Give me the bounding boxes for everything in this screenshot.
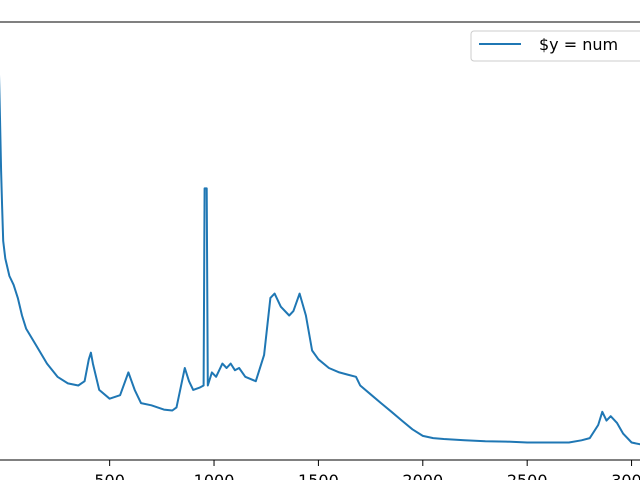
- x-tick-label: 2000: [402, 471, 443, 480]
- x-tick-label: 2500: [507, 471, 548, 480]
- legend: $y = num: [470, 30, 640, 62]
- x-axis: 500 1000 1500 2000 2500 3000: [94, 460, 640, 480]
- x-tick-label: 1000: [194, 471, 235, 480]
- legend-box: [470, 30, 640, 62]
- x-tick-label: 500: [94, 471, 125, 480]
- axes-frame: [0, 21, 640, 461]
- x-tick-label: 3000: [611, 471, 640, 480]
- series-line-0: [0, 74, 640, 446]
- x-tick-label: 1500: [298, 471, 339, 480]
- legend-label: $y = num: [539, 35, 618, 54]
- series-layer: [0, 74, 640, 446]
